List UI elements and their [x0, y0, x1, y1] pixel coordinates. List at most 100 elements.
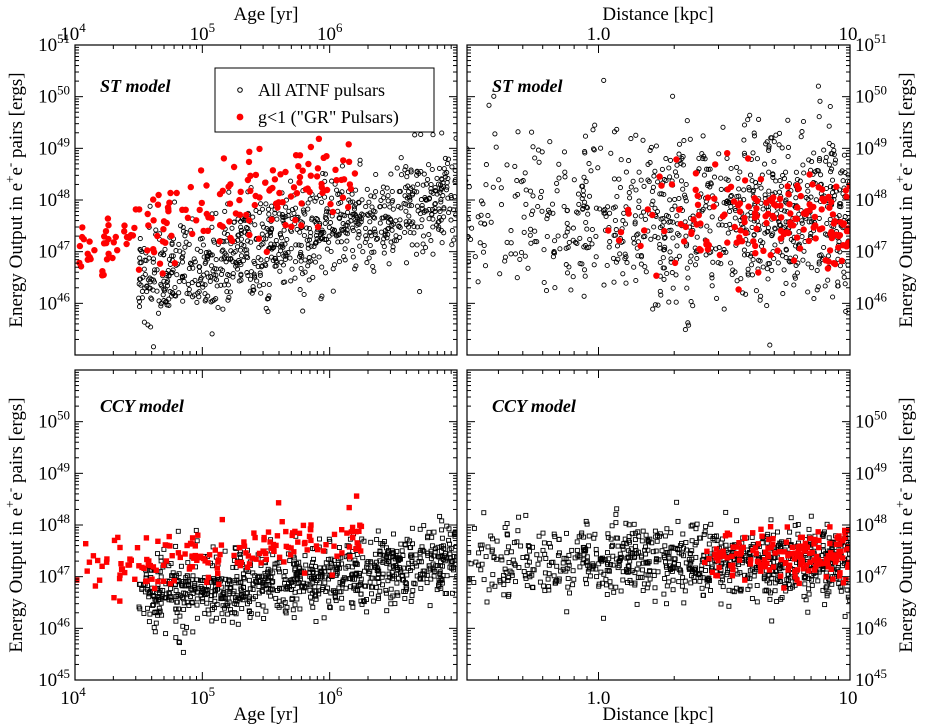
atnf-pulsar-point: [157, 587, 163, 593]
atnf-pulsar-point: [601, 571, 607, 577]
atnf-pulsar-point: [289, 266, 295, 272]
atnf-pulsar-point: [655, 179, 661, 185]
atnf-pulsar-point: [407, 568, 413, 573]
atnf-pulsar-point: [494, 538, 500, 544]
atnf-pulsar-point: [371, 194, 377, 200]
atnf-pulsar-point: [617, 251, 623, 257]
gr-pulsar-point: [166, 533, 172, 540]
gr-pulsar-point: [770, 535, 776, 542]
atnf-pulsar-point: [181, 278, 187, 285]
atnf-pulsar-point: [431, 529, 437, 535]
atnf-pulsar-point: [801, 170, 807, 176]
gr-pulsar-point: [141, 565, 147, 571]
atnf-pulsar-point: [259, 221, 265, 227]
atnf-pulsar-point: [273, 258, 279, 264]
atnf-pulsar-point: [467, 178, 469, 183]
gr-pulsar-point: [91, 247, 98, 254]
atnf-pulsar-point: [523, 187, 529, 193]
atnf-pulsar-point: [682, 578, 688, 584]
atnf-pulsar-point: [137, 236, 143, 242]
gr-pulsar-point: [236, 544, 243, 551]
atnf-pulsar-point: [617, 551, 623, 557]
atnf-pulsar-point: [281, 227, 287, 233]
atnf-pulsar-point: [343, 585, 349, 591]
atnf-pulsar-point: [424, 197, 430, 203]
gr-pulsar-point: [75, 577, 80, 583]
atnf-pulsar-point: [745, 266, 751, 272]
atnf-pulsar-point: [444, 591, 449, 596]
atnf-pulsar-point: [390, 563, 396, 569]
atnf-pulsar-point: [317, 565, 323, 571]
atnf-pulsar-point: [568, 287, 574, 293]
gr-pulsar-point: [318, 184, 325, 191]
gr-pulsar-point: [761, 564, 768, 570]
atnf-pulsar-point: [638, 213, 644, 219]
atnf-pulsar-point: [437, 190, 443, 196]
atnf-pulsar-point: [283, 204, 289, 210]
atnf-pulsar-point: [642, 216, 648, 222]
gr-pulsar-point: [802, 210, 810, 218]
atnf-pulsar-point: [289, 595, 295, 601]
atnf-pulsar-point: [410, 541, 415, 547]
atnf-pulsar-point: [521, 214, 527, 220]
gr-pulsar-point: [703, 238, 710, 245]
atnf-pulsar-point: [614, 126, 620, 132]
atnf-pulsar-point: [370, 575, 376, 581]
atnf-pulsar-point: [570, 582, 576, 588]
atnf-pulsar-point: [136, 295, 142, 301]
atnf-pulsar-point: [467, 560, 468, 566]
atnf-pulsar-point: [190, 629, 196, 635]
atnf-pulsar-point: [696, 166, 702, 172]
gr-pulsar-point: [745, 203, 752, 210]
gr-pulsar-point: [845, 544, 850, 550]
gr-pulsar-point: [169, 553, 175, 559]
atnf-pulsar-point: [170, 253, 176, 259]
atnf-pulsar-point: [481, 242, 487, 249]
gr-pulsar-point: [694, 192, 701, 199]
atnf-pulsar-point: [291, 561, 296, 567]
atnf-pulsar-point: [417, 575, 423, 581]
atnf-pulsar-point: [247, 586, 253, 592]
atnf-pulsar-point: [690, 303, 696, 309]
atnf-pulsar-point: [418, 576, 424, 582]
atnf-pulsar-point: [767, 342, 773, 348]
gr-pulsar-point: [688, 230, 695, 238]
atnf-pulsar-point: [308, 230, 314, 236]
gr-pulsar-point: [339, 194, 347, 201]
atnf-pulsar-point: [404, 536, 410, 542]
atnf-pulsar-point: [353, 201, 359, 207]
atnf-pulsar-point: [707, 166, 713, 172]
atnf-pulsar-point: [628, 184, 634, 190]
gr-pulsar-point: [216, 221, 224, 229]
gr-pulsar-point: [736, 200, 744, 207]
atnf-pulsar-point: [643, 572, 649, 578]
atnf-pulsar-point: [594, 551, 599, 557]
atnf-pulsar-point: [489, 549, 495, 555]
atnf-pulsar-point: [370, 263, 376, 270]
atnf-pulsar-point: [727, 221, 733, 227]
atnf-pulsar-point: [259, 231, 265, 237]
atnf-pulsar-point: [260, 603, 266, 609]
gr-pulsar-point: [171, 578, 177, 584]
atnf-pulsar-point: [583, 581, 589, 587]
atnf-pulsar-point: [310, 559, 316, 565]
gr-pulsar-point: [167, 189, 174, 197]
atnf-pulsar-point: [709, 283, 715, 289]
atnf-pulsar-point: [441, 545, 447, 551]
atnf-pulsar-point: [436, 206, 442, 212]
atnf-pulsar-point: [483, 162, 489, 168]
gr-pulsar-point: [333, 177, 340, 184]
atnf-pulsar-point: [310, 274, 316, 280]
gr-pulsar-point: [812, 536, 818, 543]
atnf-pulsar-point: [222, 576, 228, 582]
gr-pulsar-point: [830, 220, 838, 227]
atnf-pulsar-point: [651, 173, 657, 179]
atnf-pulsar-point: [515, 528, 521, 534]
gr-pulsar-point: [843, 576, 849, 582]
atnf-pulsar-point: [292, 259, 299, 265]
gr-pulsar-point: [165, 208, 172, 215]
atnf-pulsar-point: [247, 614, 253, 620]
atnf-pulsar-point: [653, 556, 659, 562]
atnf-pulsar-point: [163, 298, 169, 304]
